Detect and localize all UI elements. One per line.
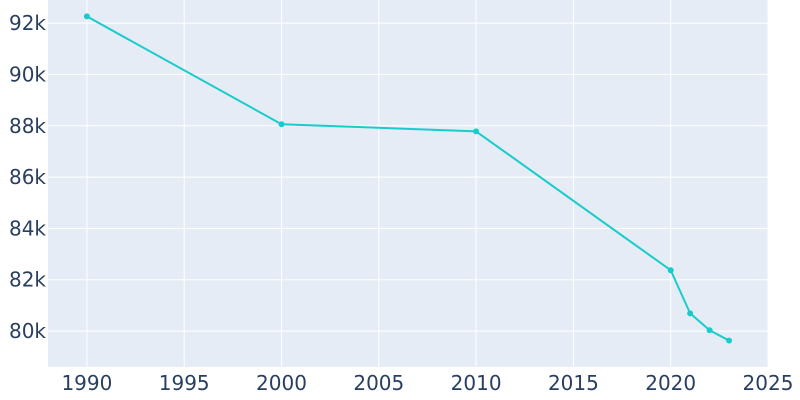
y-tick-label: 82k (9, 268, 46, 292)
x-tick-label: 2010 (451, 371, 502, 395)
x-tick-label: 2020 (645, 371, 696, 395)
data-point-1990[interactable] (83, 13, 90, 20)
x-tick-label: 2000 (256, 371, 307, 395)
data-point-2022[interactable] (706, 327, 713, 334)
data-point-2023[interactable] (726, 337, 733, 344)
grid-lines (48, 0, 769, 367)
data-point-2021[interactable] (687, 310, 694, 317)
y-tick-label: 84k (9, 216, 46, 240)
x-tick-label: 2015 (548, 371, 599, 395)
data-point-2000[interactable] (278, 121, 285, 128)
y-axis-tick-labels: 80k 82k 84k 86k 88k 90k 92k (9, 11, 46, 343)
data-point-2020[interactable] (667, 267, 674, 274)
x-axis-tick-labels: 1990 1995 2000 2005 2010 2015 2020 2025 (61, 371, 793, 395)
y-tick-label: 90k (9, 62, 46, 86)
y-tick-label: 88k (9, 114, 46, 138)
y-tick-label: 80k (9, 319, 46, 343)
x-tick-label: 1990 (61, 371, 112, 395)
series-layer (83, 13, 733, 344)
x-tick-label: 2005 (353, 371, 404, 395)
y-tick-label: 92k (9, 11, 46, 35)
x-tick-label: 1995 (159, 371, 210, 395)
x-tick-label: 2025 (743, 371, 794, 395)
y-tick-label: 86k (9, 165, 46, 189)
data-point-2010[interactable] (473, 128, 480, 135)
